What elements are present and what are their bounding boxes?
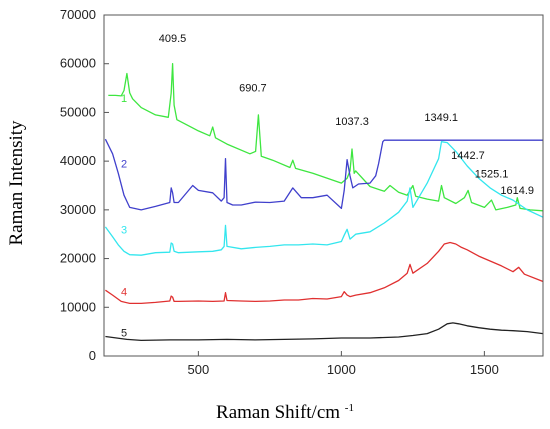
series-label-5: 5 — [121, 328, 127, 340]
y-tick-label: 30000 — [60, 202, 96, 217]
peak-label: 690.7 — [239, 82, 267, 94]
series-line-4 — [105, 241, 543, 305]
x-tick-label: 1000 — [327, 362, 356, 377]
y-axis-title: Raman Intensity — [6, 120, 27, 246]
peak-label: 1525.1 — [475, 169, 509, 181]
series-line-3 — [104, 141, 543, 256]
series-label-2: 2 — [121, 159, 127, 171]
series-line-1 — [108, 63, 543, 212]
series-line-5 — [105, 322, 543, 342]
series-label-3: 3 — [121, 224, 127, 236]
series-label-4: 4 — [121, 287, 127, 299]
peak-label: 1037.3 — [335, 116, 369, 128]
x-tick-label: 1500 — [470, 362, 499, 377]
plot-frame — [103, 14, 544, 357]
y-tick-label: 10000 — [60, 299, 96, 314]
series-group — [104, 63, 543, 342]
x-tick-label: 500 — [188, 362, 210, 377]
x-axis-title-main: Raman Shift/cm — [216, 402, 340, 423]
y-tick-label: 60000 — [60, 56, 96, 71]
peak-labels-group: 1 2 3 4 5 409.5 690.7 1037.3 1349.1 1442.7 1525.1 1… — [121, 33, 534, 340]
y-tick-label: 0 — [89, 348, 96, 363]
series-label-1: 1 — [121, 93, 127, 105]
x-axis-title: Raman Shift/cm -1 — [216, 402, 354, 423]
peak-label: 1442.7 — [451, 150, 485, 162]
y-tick-label: 40000 — [60, 153, 96, 168]
series-line-2 — [104, 138, 543, 211]
axes-group: 0 10000 20000 30000 40000 50000 60000 70000 500 1… — [60, 7, 544, 377]
x-axis-title-superscript: -1 — [345, 402, 354, 414]
y-tick-label: 50000 — [60, 104, 96, 119]
peak-label: 409.5 — [159, 33, 187, 45]
peak-label: 1614.9 — [500, 185, 534, 197]
y-tick-label: 70000 — [60, 7, 96, 22]
peak-label: 1349.1 — [424, 112, 458, 124]
y-tick-label: 20000 — [60, 251, 96, 266]
